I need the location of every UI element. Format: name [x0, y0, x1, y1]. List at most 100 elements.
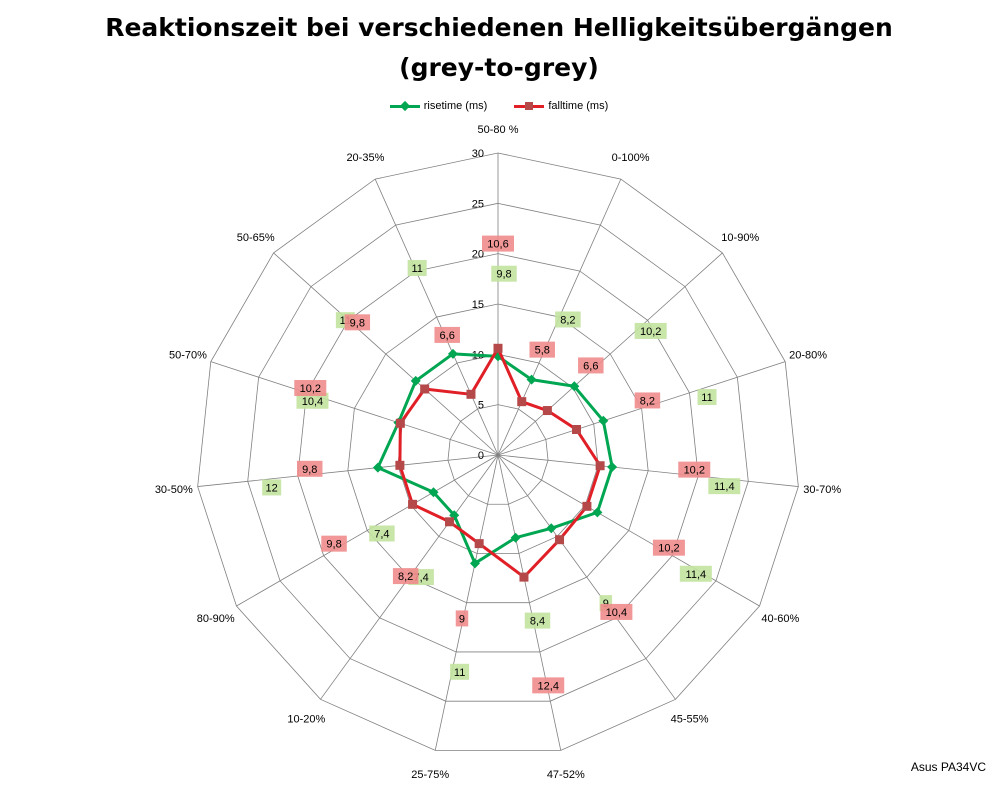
fall-data-label: 10,2	[658, 543, 679, 555]
rise-data-label: 11,4	[714, 481, 735, 493]
category-label: 80-90%	[197, 613, 235, 625]
series-line-rise	[376, 352, 614, 565]
fall-point	[420, 384, 430, 394]
rise-point	[428, 487, 439, 498]
fall-point	[572, 424, 582, 434]
fall-label-bg	[678, 461, 711, 478]
fall-point	[519, 572, 529, 582]
fall-label-bg	[634, 392, 661, 409]
fall-point	[474, 539, 484, 549]
grid-spoke	[197, 454, 499, 487]
category-label: 50-70%	[169, 349, 207, 361]
fall-point	[395, 418, 405, 428]
fall-label-bg	[455, 610, 469, 627]
fall-data-label: 10,6	[487, 239, 508, 251]
fall-point	[395, 460, 405, 470]
fall-label-bg	[321, 535, 347, 552]
series-line-fall	[398, 346, 602, 579]
fall-point	[408, 499, 418, 509]
category-label: 20-80%	[789, 349, 827, 361]
rise-point	[372, 462, 383, 473]
fall-point	[555, 535, 565, 545]
fall-label-bg	[344, 314, 371, 331]
rise-point	[607, 461, 618, 472]
fall-data-label: 9,8	[350, 317, 365, 329]
fall-label-bg	[529, 341, 555, 358]
fall-point	[493, 343, 503, 353]
rise-label-bg	[634, 322, 667, 339]
rise-point	[410, 375, 421, 386]
rise-point	[569, 381, 580, 392]
r-tick-label: 20	[472, 249, 484, 261]
fall-data-label: 10,2	[300, 383, 321, 395]
rise-label-bg	[262, 479, 282, 496]
fall-point	[542, 406, 552, 416]
rise-label-bg	[555, 311, 581, 328]
fall-label-bg	[600, 603, 633, 620]
rise-data-label: 8,2	[560, 314, 575, 326]
fall-label-bg	[578, 357, 604, 374]
rise-label-bg	[369, 525, 395, 542]
category-label: 20-35%	[346, 152, 384, 164]
fall-point	[466, 389, 476, 399]
rise-label-bg	[407, 259, 427, 276]
rise-label-bg	[697, 389, 717, 406]
monitor-model-note: Asus PA34VC	[910, 760, 986, 774]
r-tick-label: 30	[472, 148, 484, 160]
chart-title-line-1: Reaktionszeit bei verschiedenen Helligke…	[105, 13, 893, 42]
r-tick-label: 0	[478, 450, 484, 462]
r-tick-label: 15	[472, 299, 484, 311]
category-label: 25-75%	[411, 769, 449, 781]
category-label: 30-70%	[803, 484, 841, 496]
rise-data-label: 10,4	[302, 396, 323, 408]
grid-spoke	[434, 454, 499, 751]
rise-label-bg	[491, 265, 517, 282]
fall-point	[595, 461, 605, 471]
category-label: 30-50%	[155, 484, 193, 496]
fall-data-label: 10,2	[684, 465, 705, 477]
fall-data-label: 9,8	[302, 464, 317, 476]
rise-label-bg	[708, 478, 741, 495]
category-label: 50-65%	[237, 232, 275, 244]
category-label: 45-55%	[671, 714, 709, 726]
fall-label-bg	[652, 539, 685, 556]
fall-label-bg	[482, 235, 514, 252]
grid-spoke	[497, 252, 723, 456]
fall-point	[444, 517, 454, 527]
rise-data-label: 7,4	[374, 528, 389, 540]
fall-label-bg	[434, 326, 460, 343]
rise-label-bg	[450, 663, 470, 680]
fall-data-label: 9	[459, 613, 465, 625]
fall-point	[517, 397, 527, 407]
rise-point	[447, 348, 458, 359]
chart-title-line-2: (grey-to-grey)	[399, 53, 599, 82]
grid-ring-5	[447, 404, 549, 505]
rise-data-label: 11,4	[686, 569, 707, 581]
legend-label-rise: risetime (ms)	[423, 100, 488, 112]
rise-data-label: 8,4	[530, 616, 545, 628]
legend-item-rise: risetime (ms)	[389, 100, 488, 112]
fall-data-label: 8,2	[640, 395, 655, 407]
fall-data-label: 12,4	[538, 680, 559, 692]
grid-spoke	[497, 454, 799, 487]
category-label: 50-80 %	[478, 124, 519, 136]
category-label: 10-20%	[287, 714, 325, 726]
rise-point	[510, 532, 521, 543]
r-tick-label: 5	[478, 400, 484, 412]
rise-label-bg	[679, 565, 712, 582]
chart-title: Reaktionszeit bei verschiedenen Helligke…	[0, 8, 998, 88]
rise-data-label: 11	[701, 392, 712, 404]
rise-data-label: 11	[411, 263, 422, 275]
fall-label-bg	[296, 460, 323, 477]
fall-label-bg	[392, 568, 419, 585]
rise-label-bg	[296, 392, 329, 409]
rise-point	[598, 415, 609, 426]
legend: risetime (ms) falltime (ms)	[0, 100, 998, 115]
grid-spoke	[210, 361, 499, 456]
grid-ring-30	[197, 152, 799, 751]
fall-data-label: 9,8	[326, 539, 341, 551]
fall-point	[582, 501, 592, 511]
legend-item-fall: falltime (ms)	[514, 100, 608, 112]
fall-label-bg	[532, 677, 565, 694]
